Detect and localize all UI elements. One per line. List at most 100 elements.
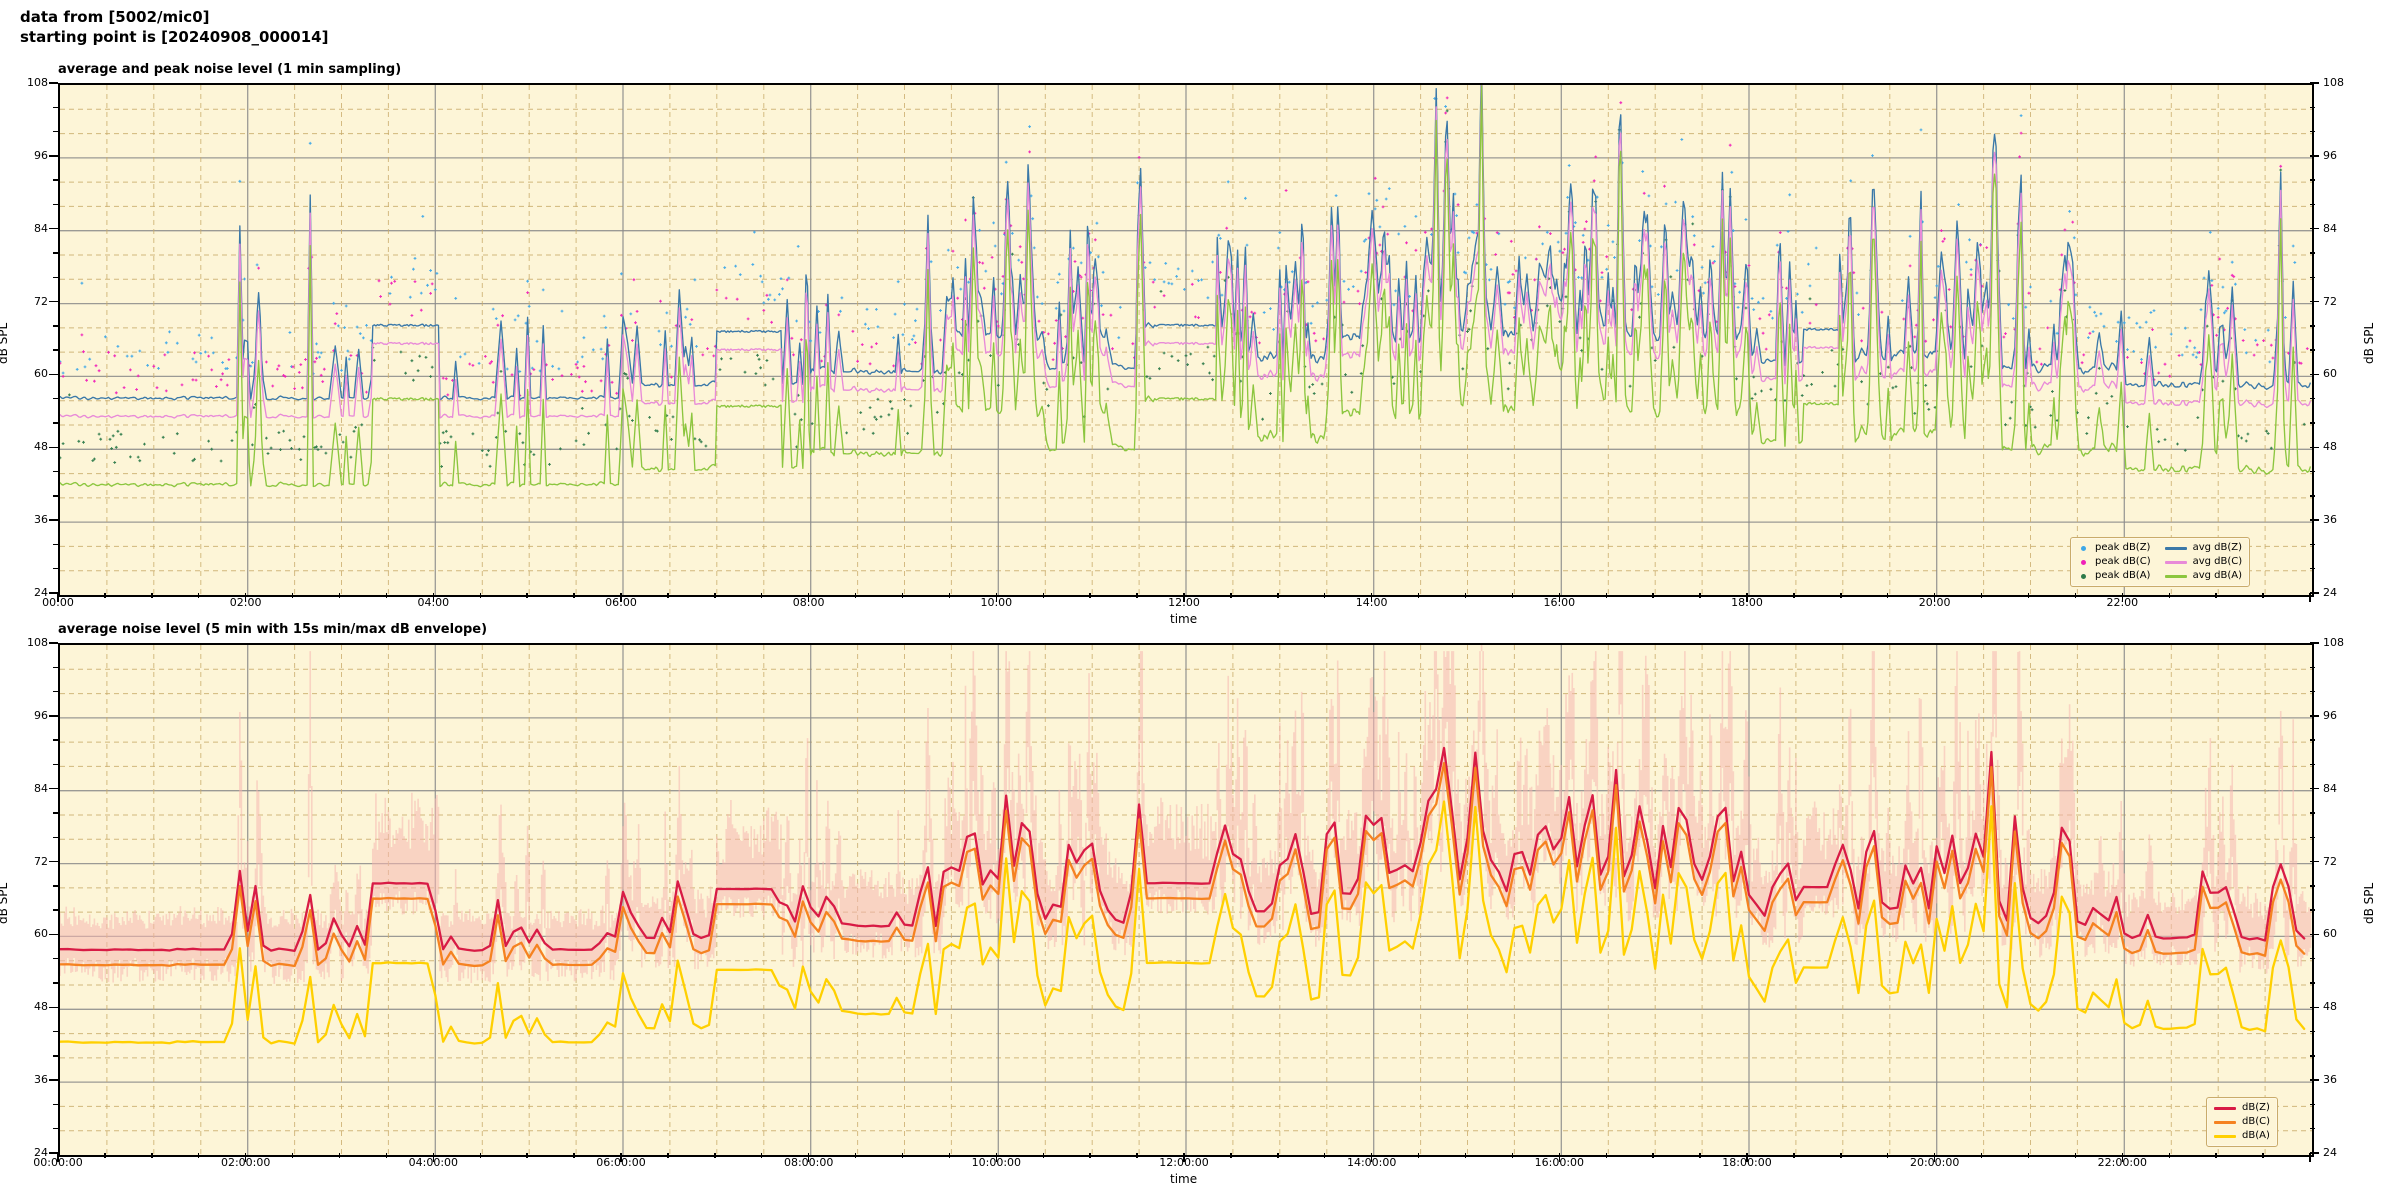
- y-axis-tick-label: 108: [27, 636, 48, 649]
- legend-line-marker: [2214, 1120, 2236, 1124]
- x-axis-tick-label: 16:00: [1543, 596, 1576, 609]
- report-header: data from [5002/mic0] starting point is …: [20, 8, 328, 47]
- y-tickmark: [2310, 349, 2315, 351]
- legend-item[interactable]: peak dB(Z): [2078, 542, 2151, 554]
- legend-label: avg dB(Z): [2192, 542, 2243, 553]
- y-axis-tick-label: 36: [34, 513, 48, 527]
- y-tickmark: [2310, 155, 2319, 157]
- x-tickmark: [620, 593, 622, 602]
- legend-item[interactable]: peak dB(C): [2078, 556, 2151, 568]
- chart-top-legend[interactable]: peak dB(Z) peak dB(C) peak dB(A) avg dB(Z) a…: [2070, 537, 2251, 587]
- y-tickmark: [53, 325, 58, 327]
- y-tickmark: [53, 666, 58, 668]
- y-tickmark: [2310, 422, 2315, 424]
- y-axis-tick-label-right: 24: [2323, 1146, 2337, 1159]
- legend-item[interactable]: avg dB(A): [2164, 570, 2243, 582]
- y-tickmark: [2310, 130, 2315, 133]
- y-axis-tick-label-right: 48: [2323, 1000, 2337, 1014]
- x-tickmark: [1605, 1153, 1607, 1158]
- x-axis-tick-label: 04:00: [417, 596, 450, 609]
- x-tickmark: [948, 593, 951, 598]
- x-axis-tick-label: 04:00:00: [408, 1156, 459, 1169]
- y-axis-label: dB SPL: [0, 322, 10, 364]
- x-tickmark: [244, 593, 247, 602]
- x-tickmark: [1933, 1153, 1936, 1162]
- x-axis-tick-label: 22:00: [2106, 596, 2139, 609]
- chart-bottom-legend[interactable]: dB(Z) dB(C) dB(A): [2206, 1097, 2278, 1147]
- x-tickmark: [2121, 1153, 2124, 1162]
- y-tickmark: [49, 82, 58, 84]
- x-tickmark: [2262, 1153, 2264, 1158]
- x-tickmark: [151, 593, 153, 598]
- y-tickmark: [53, 958, 58, 960]
- legend-item[interactable]: peak dB(A): [2078, 570, 2151, 582]
- y-tickmark: [2310, 860, 2319, 863]
- legend-line-marker: [2164, 560, 2187, 564]
- legend-line-marker: [2214, 1106, 2236, 1110]
- x-tickmark: [714, 1153, 716, 1158]
- y-tickmark: [53, 739, 58, 741]
- y-tickmark: [53, 982, 58, 984]
- y-tickmark: [53, 470, 58, 473]
- legend-item[interactable]: avg dB(Z): [2164, 542, 2243, 554]
- y-tickmark: [2310, 1006, 2319, 1008]
- y-axis-label-right: dB SPL: [2362, 322, 2376, 364]
- y-axis-tick-label-right: 36: [2323, 513, 2337, 527]
- y-axis-tick-label-right: 60: [2323, 927, 2337, 941]
- y-tickmark: [2310, 1103, 2315, 1106]
- y-axis-tick-label: 96: [34, 708, 48, 722]
- y-axis-tick-label-right: 72: [2323, 854, 2337, 868]
- y-axis-tick-label-right: 60: [2323, 367, 2337, 381]
- x-tickmark: [1183, 1153, 1185, 1162]
- y-axis-label: dB SPL: [0, 882, 10, 924]
- y-tickmark: [53, 1103, 58, 1106]
- y-tickmark: [2310, 203, 2315, 206]
- y-tickmark: [49, 1006, 58, 1008]
- y-axis-tick-label: 96: [34, 148, 48, 162]
- legend-label: dB(Z): [2242, 1102, 2270, 1113]
- x-tickmark: [1887, 593, 1889, 598]
- y-tickmark: [2310, 106, 2315, 108]
- y-tickmark: [49, 300, 58, 303]
- legend-column: peak dB(Z) peak dB(C) peak dB(A): [2078, 542, 2151, 582]
- x-tickmark: [432, 593, 435, 602]
- legend-label: peak dB(C): [2095, 556, 2151, 567]
- x-tickmark: [1417, 1153, 1420, 1158]
- x-tickmark: [385, 1153, 388, 1158]
- y-tickmark: [2310, 788, 2319, 790]
- y-axis-tick-label: 48: [34, 1000, 48, 1014]
- chart-top-plot-area: [58, 83, 2314, 597]
- y-tickmark: [2310, 958, 2315, 960]
- x-tickmark: [1699, 1153, 1701, 1158]
- y-tickmark: [2310, 690, 2315, 693]
- x-tickmark: [1840, 1153, 1842, 1158]
- y-tickmark: [2310, 1152, 2319, 1154]
- x-tickmark: [1652, 1153, 1654, 1158]
- y-axis-tick-label: 24: [34, 1146, 48, 1159]
- y-tickmark: [53, 179, 58, 181]
- y-tickmark: [53, 203, 58, 206]
- legend-item[interactable]: avg dB(C): [2164, 556, 2242, 568]
- x-tickmark: [1042, 1153, 1044, 1158]
- x-axis-tick-label: 12:00:00: [1159, 1156, 1209, 1169]
- y-axis-tick-label: 72: [34, 854, 48, 868]
- y-tickmark: [2310, 179, 2315, 181]
- x-tickmark: [479, 593, 481, 598]
- legend-line-marker: [2214, 1134, 2236, 1138]
- legend-label: avg dB(A): [2192, 570, 2243, 581]
- y-tickmark: [53, 276, 58, 278]
- legend-item[interactable]: dB(Z): [2214, 1102, 2270, 1114]
- x-axis-tick-label: 10:00:00: [971, 1156, 1022, 1169]
- x-tickmark: [338, 593, 341, 598]
- y-axis-tick-label-right: 108: [2323, 636, 2344, 649]
- legend-item[interactable]: dB(A): [2214, 1130, 2270, 1142]
- x-tickmark: [995, 1153, 998, 1162]
- legend-item[interactable]: dB(C): [2214, 1116, 2270, 1128]
- y-axis-tick-label: 48: [34, 440, 48, 454]
- x-tickmark: [2215, 1153, 2217, 1158]
- y-tickmark: [49, 155, 58, 157]
- y-tickmark: [53, 812, 58, 814]
- y-tickmark: [2310, 325, 2315, 327]
- x-tickmark: [526, 593, 528, 598]
- y-axis-tick-label-right: 36: [2323, 1073, 2337, 1087]
